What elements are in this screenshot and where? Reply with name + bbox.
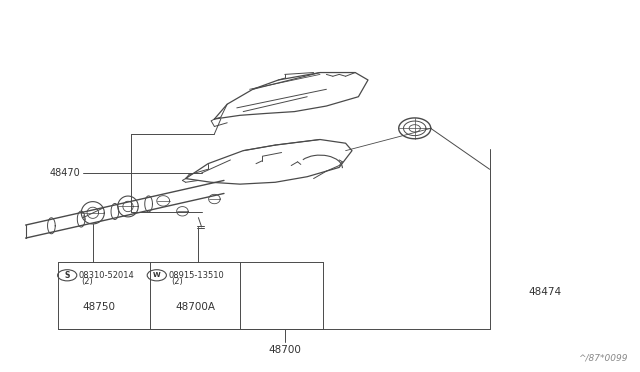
Text: 48750: 48750 — [83, 302, 116, 312]
Text: ^/87*0099: ^/87*0099 — [578, 354, 627, 363]
Text: 48700A: 48700A — [175, 302, 215, 312]
Text: (2): (2) — [81, 278, 93, 286]
Text: 48474: 48474 — [528, 287, 561, 297]
Text: 48470: 48470 — [49, 168, 80, 178]
Text: S: S — [65, 271, 70, 280]
Text: W: W — [153, 272, 161, 278]
Text: 08915-13510: 08915-13510 — [168, 271, 224, 280]
Text: 48700: 48700 — [268, 346, 301, 355]
Text: 08310-52014: 08310-52014 — [79, 271, 134, 280]
Text: (2): (2) — [171, 278, 182, 286]
